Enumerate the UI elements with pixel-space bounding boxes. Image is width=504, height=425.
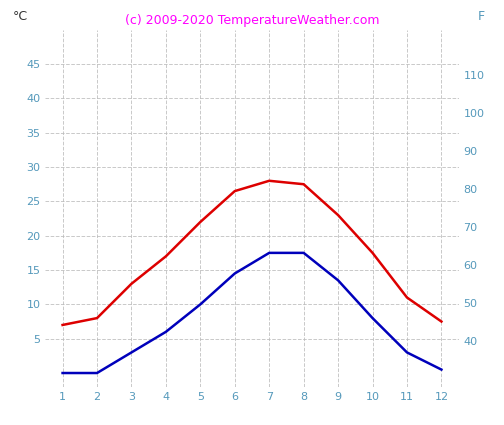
- Text: °C: °C: [13, 10, 28, 23]
- Title: (c) 2009-2020 TemperatureWeather.com: (c) 2009-2020 TemperatureWeather.com: [125, 14, 379, 27]
- Text: F: F: [478, 10, 485, 23]
